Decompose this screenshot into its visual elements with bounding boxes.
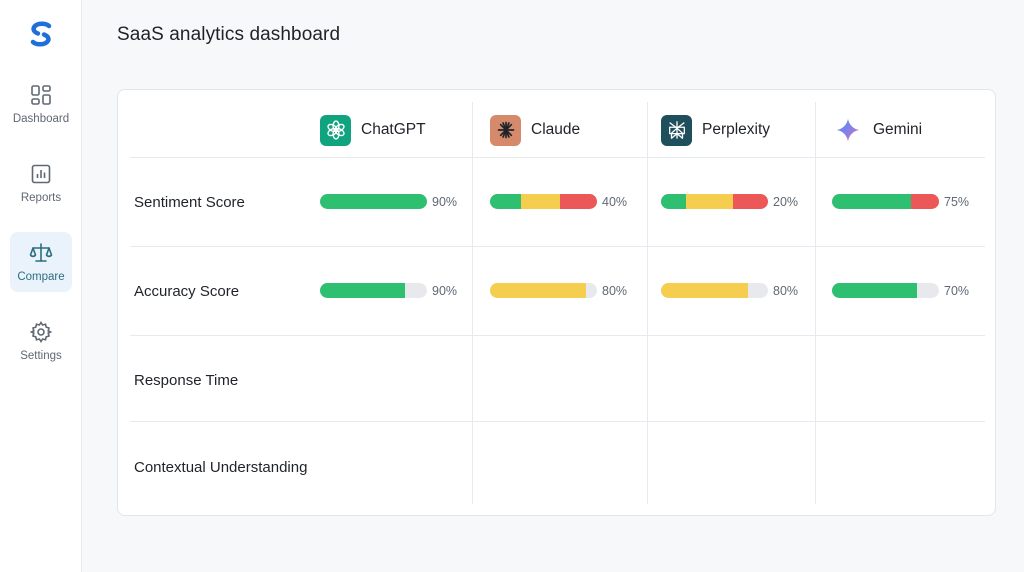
score-bar-segment [832,283,917,298]
row-divider [130,421,985,422]
nav-label-compare: Compare [17,271,65,283]
score-bar [490,194,597,209]
score-bar [832,283,939,298]
score-bar-segment [320,283,405,298]
score-value: 90% [432,194,458,209]
metric-label-contextual: Contextual Understanding [134,459,308,476]
nav-item-reports[interactable]: Reports [10,153,72,213]
score-bar-segment [832,194,912,209]
comparison-table: ChatGPT Claude Perplexity [117,89,996,516]
score-value: 90% [432,283,458,298]
score-bar [661,283,768,298]
model-header-perplexity: Perplexity [661,114,770,146]
score-value: 70% [944,283,970,298]
score-cell: 75% [832,194,974,209]
score-bar-segment [320,194,427,209]
grid-icon [31,85,51,105]
score-cell: 70% [832,283,974,298]
score-value: 20% [773,194,799,209]
score-bar-segment [661,194,686,209]
score-bar-segment [911,194,939,209]
nav-item-compare[interactable]: Compare [10,232,72,292]
row-divider [130,335,985,336]
score-bar-segment [559,194,597,209]
model-name: Gemini [873,121,923,138]
column-divider [472,102,473,504]
score-cell: 90% [320,194,462,209]
model-name: Claude [531,121,581,138]
gear-icon [29,321,53,343]
model-header-gemini: Gemini [832,114,922,146]
nav-label-settings: Settings [20,350,62,362]
score-value: 40% [602,194,628,209]
score-value: 80% [773,283,799,298]
sidebar: Dashboard Reports Compare Settings [0,0,82,572]
score-bar [832,194,939,209]
row-divider [130,246,985,247]
metric-label-response-time: Response Time [134,372,239,389]
score-cell: 80% [661,283,803,298]
score-bar-segment [685,194,733,209]
score-bar [661,194,768,209]
score-cell: 20% [661,194,803,209]
column-divider [647,102,648,504]
nav-item-settings[interactable]: Settings [10,311,72,371]
nav-label-dashboard: Dashboard [12,113,70,125]
model-header-chatgpt: ChatGPT [320,114,426,146]
claude-logo-icon [490,114,521,146]
scale-icon [29,243,53,262]
score-cell: 90% [320,283,462,298]
score-bar [320,194,427,209]
app-logo-icon[interactable] [27,20,55,48]
metric-label-sentiment: Sentiment Score [134,194,245,211]
bar-chart-icon [31,164,51,184]
score-cell: 40% [490,194,632,209]
score-bar-segment [661,283,748,298]
score-bar-segment [521,194,560,209]
score-value: 75% [944,194,970,209]
chatgpt-logo-icon [320,114,351,146]
model-name: Perplexity [702,121,771,138]
score-value: 80% [602,283,628,298]
model-header-claude: Claude [490,114,580,146]
score-bar [320,283,427,298]
page-title: SaaS analytics dashboard [117,24,341,45]
column-divider [815,102,816,504]
gemini-logo-icon [832,115,863,146]
score-cell: 80% [490,283,632,298]
metric-label-accuracy: Accuracy Score [134,283,240,300]
nav-item-dashboard[interactable]: Dashboard [10,74,72,134]
perplexity-logo-icon [661,114,692,146]
model-name: ChatGPT [361,121,426,138]
nav-label-reports: Reports [20,192,62,204]
score-bar-segment [732,194,768,209]
score-bar-segment [490,283,587,298]
score-bar [490,283,597,298]
row-divider [130,157,985,158]
score-bar-segment [490,194,522,209]
